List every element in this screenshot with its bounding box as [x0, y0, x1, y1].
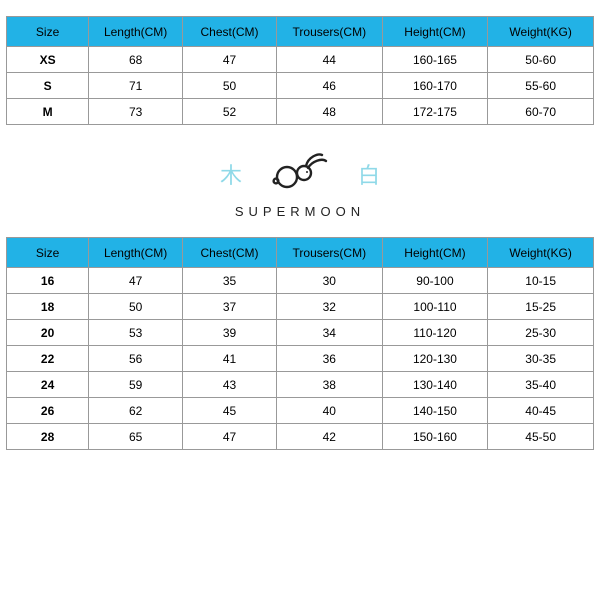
cell-height: 172-175	[382, 99, 488, 125]
cell-chest: 39	[183, 320, 277, 346]
cell-trousers: 46	[276, 73, 382, 99]
cell-trousers: 36	[276, 346, 382, 372]
cell-length: 59	[89, 372, 183, 398]
table-row: 26624540140-15040-45	[7, 398, 594, 424]
cell-trousers: 42	[276, 424, 382, 450]
table-row: S715046160-17055-60	[7, 73, 594, 99]
cell-weight: 25-30	[488, 320, 594, 346]
cell-size: S	[7, 73, 89, 99]
cell-size: 28	[7, 424, 89, 450]
table-row: 1647353090-10010-15	[7, 268, 594, 294]
brand-logo-block: 木 白 SUPERMOON	[220, 151, 380, 219]
cell-length: 47	[89, 268, 183, 294]
cell-length: 68	[89, 47, 183, 73]
cjk-right-char: 白	[358, 158, 380, 190]
col-header-length: Length(CM)	[89, 17, 183, 47]
cell-height: 90-100	[382, 268, 488, 294]
col-header-size: Size	[7, 17, 89, 47]
cell-length: 73	[89, 99, 183, 125]
col-header-trousers: Trousers(CM)	[276, 238, 382, 268]
cell-chest: 52	[183, 99, 277, 125]
cell-size: 16	[7, 268, 89, 294]
cell-length: 62	[89, 398, 183, 424]
table-row: 18503732100-11015-25	[7, 294, 594, 320]
table-row: M735248172-17560-70	[7, 99, 594, 125]
col-header-trousers: Trousers(CM)	[276, 17, 382, 47]
table-row: 22564136120-13030-35	[7, 346, 594, 372]
cell-length: 71	[89, 73, 183, 99]
col-header-weight: Weight(KG)	[488, 17, 594, 47]
brand-wordmark: SUPERMOON	[235, 204, 365, 219]
cell-chest: 47	[183, 47, 277, 73]
cell-size: M	[7, 99, 89, 125]
cell-height: 100-110	[382, 294, 488, 320]
cell-chest: 37	[183, 294, 277, 320]
cell-length: 50	[89, 294, 183, 320]
kids-size-table: SizeLength(CM)Chest(CM)Trousers(CM)Heigh…	[6, 237, 594, 450]
cell-trousers: 30	[276, 268, 382, 294]
cjk-left-char: 木	[220, 158, 242, 190]
cell-chest: 47	[183, 424, 277, 450]
cell-chest: 43	[183, 372, 277, 398]
cell-weight: 30-35	[488, 346, 594, 372]
table-header-row: SizeLength(CM)Chest(CM)Trousers(CM)Heigh…	[7, 238, 594, 268]
table-row: 28654742150-16045-50	[7, 424, 594, 450]
cell-trousers: 32	[276, 294, 382, 320]
cell-trousers: 34	[276, 320, 382, 346]
cell-size: XS	[7, 47, 89, 73]
adult-size-table: SizeLength(CM)Chest(CM)Trousers(CM)Heigh…	[6, 16, 594, 125]
cell-weight: 15-25	[488, 294, 594, 320]
cell-weight: 60-70	[488, 99, 594, 125]
rabbit-icon	[268, 151, 332, 196]
table-row: 24594338130-14035-40	[7, 372, 594, 398]
cell-weight: 45-50	[488, 424, 594, 450]
cell-height: 110-120	[382, 320, 488, 346]
page: SizeLength(CM)Chest(CM)Trousers(CM)Heigh…	[0, 0, 600, 600]
cell-height: 160-170	[382, 73, 488, 99]
cell-size: 22	[7, 346, 89, 372]
cell-weight: 50-60	[488, 47, 594, 73]
table-header-row: SizeLength(CM)Chest(CM)Trousers(CM)Heigh…	[7, 17, 594, 47]
col-header-weight: Weight(KG)	[488, 238, 594, 268]
cell-trousers: 44	[276, 47, 382, 73]
cell-height: 160-165	[382, 47, 488, 73]
cell-height: 140-150	[382, 398, 488, 424]
brand-logo-row: 木 白	[220, 151, 380, 196]
cell-size: 18	[7, 294, 89, 320]
cell-size: 24	[7, 372, 89, 398]
cell-weight: 35-40	[488, 372, 594, 398]
adult-size-table-wrap: SizeLength(CM)Chest(CM)Trousers(CM)Heigh…	[6, 16, 594, 125]
cell-trousers: 40	[276, 398, 382, 424]
cell-weight: 10-15	[488, 268, 594, 294]
table-row: XS684744160-16550-60	[7, 47, 594, 73]
cell-size: 26	[7, 398, 89, 424]
col-header-height: Height(CM)	[382, 17, 488, 47]
cell-length: 56	[89, 346, 183, 372]
col-header-chest: Chest(CM)	[183, 17, 277, 47]
cell-chest: 35	[183, 268, 277, 294]
cell-trousers: 48	[276, 99, 382, 125]
col-header-length: Length(CM)	[89, 238, 183, 268]
cell-chest: 45	[183, 398, 277, 424]
cell-size: 20	[7, 320, 89, 346]
cell-trousers: 38	[276, 372, 382, 398]
cell-length: 65	[89, 424, 183, 450]
cell-height: 120-130	[382, 346, 488, 372]
col-header-size: Size	[7, 238, 89, 268]
col-header-chest: Chest(CM)	[183, 238, 277, 268]
table-row: 20533934110-12025-30	[7, 320, 594, 346]
cell-length: 53	[89, 320, 183, 346]
kids-size-table-wrap: SizeLength(CM)Chest(CM)Trousers(CM)Heigh…	[6, 237, 594, 450]
col-header-height: Height(CM)	[382, 238, 488, 268]
cell-chest: 50	[183, 73, 277, 99]
cell-weight: 55-60	[488, 73, 594, 99]
cell-chest: 41	[183, 346, 277, 372]
cell-weight: 40-45	[488, 398, 594, 424]
cell-height: 150-160	[382, 424, 488, 450]
cell-height: 130-140	[382, 372, 488, 398]
